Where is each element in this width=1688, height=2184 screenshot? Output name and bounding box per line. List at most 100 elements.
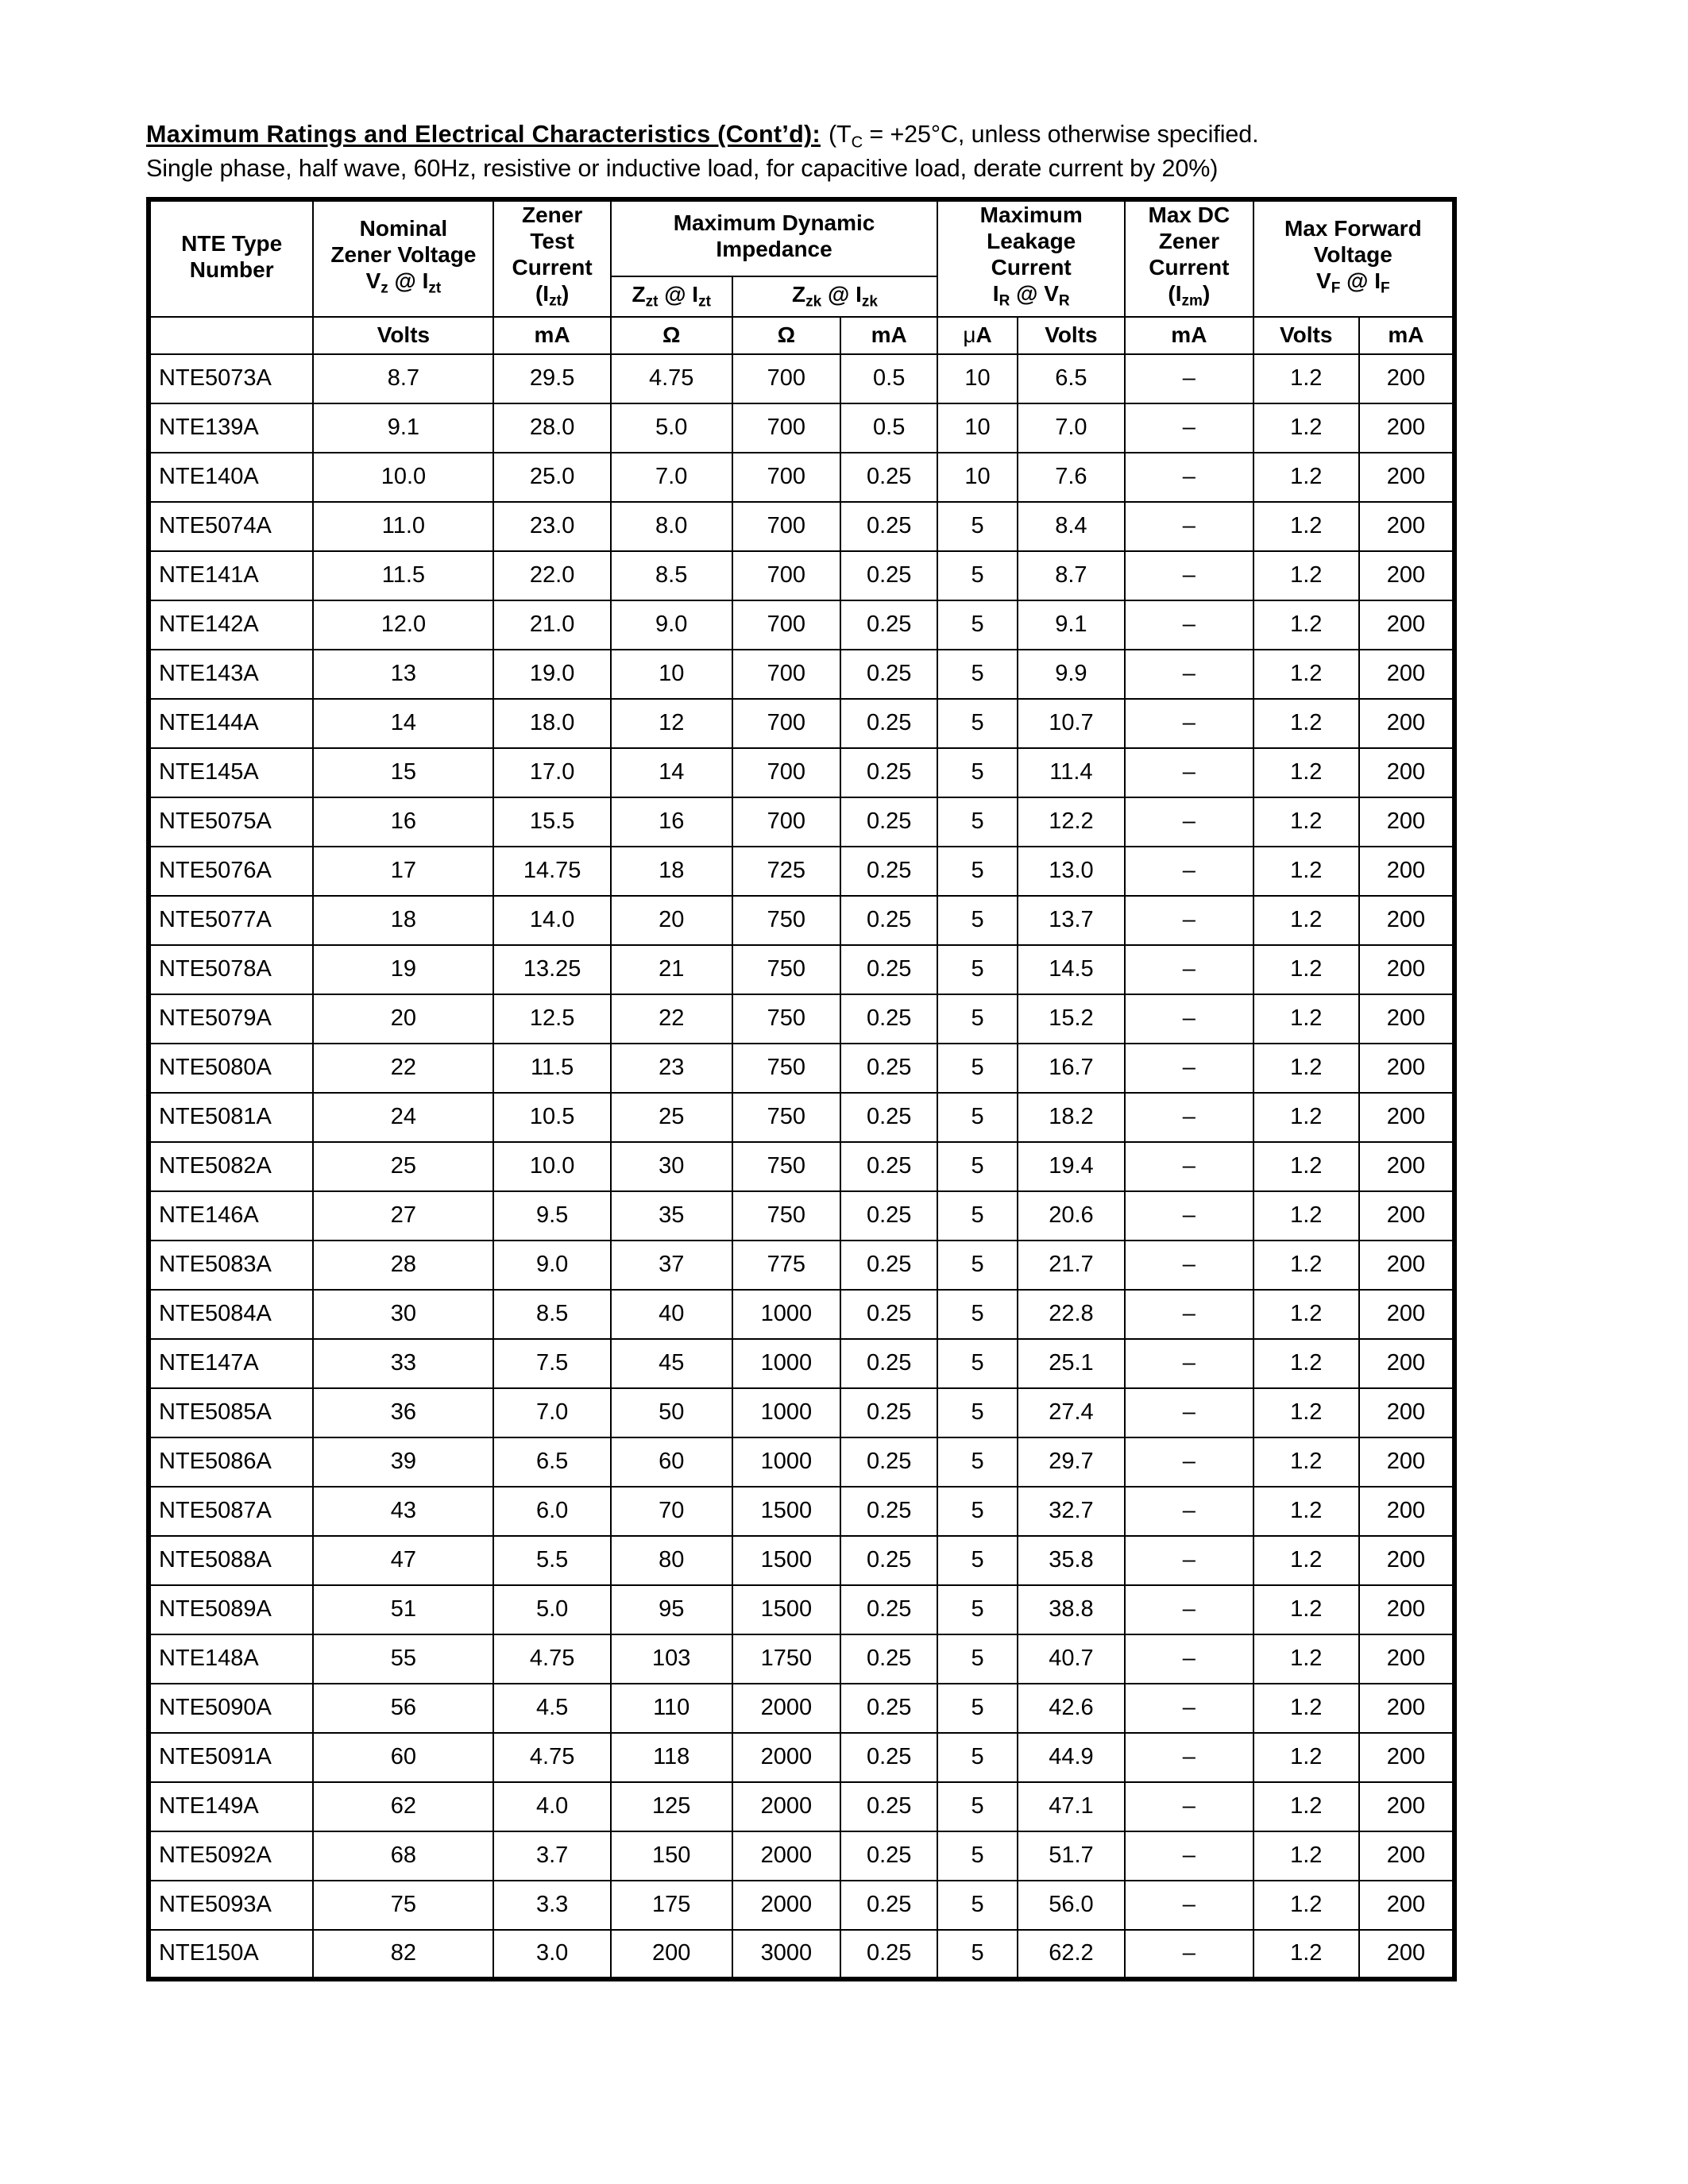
cell-leakage-current-ua: 5 [937, 796, 1018, 847]
cell-type-number: NTE5081A [147, 1091, 315, 1143]
cell-leakage-current-ua: 5 [937, 648, 1018, 700]
cell-max-dc-zener-current: – [1124, 943, 1254, 995]
cell-type-number: NTE144A [147, 697, 315, 749]
cell-leakage-current-ua: 10 [937, 353, 1018, 404]
cell-max-dc-zener-current: – [1124, 1633, 1254, 1684]
cell-zzk-ohms: 700 [731, 353, 842, 404]
cell-zzk-ohms: 775 [731, 1239, 842, 1291]
cell-zener-test-current: 10.0 [492, 1140, 612, 1192]
cell-max-dc-zener-current: – [1124, 402, 1254, 453]
cell-forward-current-ma: 200 [1358, 1485, 1456, 1537]
cell-izk-ma: 0.25 [840, 993, 939, 1044]
header-vz-izt-symbol: Vz @ Izt [365, 268, 442, 297]
cell-zzk-ohms: 750 [731, 993, 842, 1044]
cell-nominal-zener-voltage: 60 [312, 1731, 495, 1783]
cell-zzk-ohms: 750 [731, 1091, 842, 1143]
cell-leakage-current-ua: 5 [937, 1781, 1018, 1832]
cell-leakage-current-ua: 5 [937, 894, 1018, 946]
cell-type-number: NTE142A [147, 599, 315, 650]
cell-forward-voltage-volts: 1.2 [1252, 1633, 1360, 1684]
cell-izk-ma: 0.25 [840, 1731, 939, 1783]
cell-max-dc-zener-current: – [1124, 451, 1254, 503]
cell-leakage-current-ua: 5 [937, 1091, 1018, 1143]
cell-forward-current-ma: 200 [1358, 1288, 1456, 1340]
unit-leakage-current-ua: μA [937, 315, 1018, 355]
cell-zzk-ohms: 2000 [731, 1731, 842, 1783]
cell-type-number: NTE147A [147, 1337, 315, 1389]
cell-type-number: NTE5088A [147, 1534, 315, 1586]
cell-izk-ma: 0.25 [840, 1485, 939, 1537]
cell-izk-ma: 0.25 [840, 796, 939, 847]
header-max-dc-zener-current: Max DC Zener Current (Izm) [1124, 199, 1254, 318]
cell-izk-ma: 0.25 [840, 1239, 939, 1291]
cell-leakage-current-ua: 5 [937, 1879, 1018, 1931]
header-zener-test-current: Zener Test Current (Izt) [492, 199, 612, 318]
cell-leakage-voltage-volts: 42.6 [1016, 1682, 1126, 1734]
title-condition-prefix: (T [828, 121, 852, 148]
cell-zzk-ohms: 2000 [731, 1682, 842, 1734]
header-vf-if-symbol: VF @ IF [1316, 268, 1390, 297]
cell-max-dc-zener-current: – [1124, 993, 1254, 1044]
cell-nominal-zener-voltage: 24 [312, 1091, 495, 1143]
cell-zzt: 20 [609, 894, 733, 946]
cell-type-number: NTE140A [147, 451, 315, 503]
cell-leakage-current-ua: 5 [937, 550, 1018, 601]
cell-zener-test-current: 3.0 [492, 1928, 612, 1980]
cell-izk-ma: 0.5 [840, 353, 939, 404]
cell-forward-voltage-volts: 1.2 [1252, 1731, 1360, 1783]
cell-forward-current-ma: 200 [1358, 845, 1456, 897]
table-row: NTE5083A 28 9.0 37 775 0.25 5 21.7–1.2 200 [147, 1239, 1456, 1291]
cell-max-dc-zener-current: – [1124, 697, 1254, 749]
cell-leakage-current-ua: 5 [937, 1190, 1018, 1241]
cell-type-number: NTE146A [147, 1190, 315, 1241]
cell-leakage-current-ua: 5 [937, 993, 1018, 1044]
cell-izk-ma: 0.25 [840, 1337, 939, 1389]
cell-type-number: NTE5083A [147, 1239, 315, 1291]
header-zzk-izk: Zzk @ Izk [731, 275, 939, 318]
cell-forward-voltage-volts: 1.2 [1252, 894, 1360, 946]
cell-zener-test-current: 29.5 [492, 353, 612, 404]
cell-forward-current-ma: 200 [1358, 1781, 1456, 1832]
cell-max-dc-zener-current: – [1124, 353, 1254, 404]
table-row: NTE5078A 19 13.25 21 750 0.25 5 14.5–1.2 200 [147, 943, 1456, 995]
table-row: NTE5084A 30 8.5 40 1000 0.25 5 22.8–1.2 200 [147, 1288, 1456, 1340]
cell-forward-voltage-volts: 1.2 [1252, 353, 1360, 404]
cell-zener-test-current: 28.0 [492, 402, 612, 453]
cell-leakage-voltage-volts: 10.7 [1016, 697, 1126, 749]
cell-forward-current-ma: 200 [1358, 402, 1456, 453]
cell-max-dc-zener-current: – [1124, 1288, 1254, 1340]
cell-forward-current-ma: 200 [1358, 943, 1456, 995]
cell-izk-ma: 0.25 [840, 1830, 939, 1881]
cell-leakage-voltage-volts: 35.8 [1016, 1534, 1126, 1586]
cell-izk-ma: 0.25 [840, 1781, 939, 1832]
table-row: NTE5092A 68 3.7 150 2000 0.25 5 51.7–1.2 200 [147, 1830, 1456, 1881]
cell-nominal-zener-voltage: 33 [312, 1337, 495, 1389]
cell-leakage-voltage-volts: 11.4 [1016, 747, 1126, 798]
cell-zzk-ohms: 700 [731, 500, 842, 552]
unit-zzk-ohms: Ω [731, 315, 842, 355]
table-row: NTE5082A 25 10.0 30 750 0.25 5 19.4–1.2 200 [147, 1140, 1456, 1192]
cell-leakage-current-ua: 5 [937, 1534, 1018, 1586]
cell-zener-test-current: 23.0 [492, 500, 612, 552]
cell-type-number: NTE141A [147, 550, 315, 601]
unit-forward-current-ma: mA [1358, 315, 1456, 355]
cell-type-number: NTE5093A [147, 1879, 315, 1931]
cell-leakage-current-ua: 5 [937, 599, 1018, 650]
title-condition-rest: = +25°C, unless otherwise specified. [863, 121, 1259, 148]
cell-forward-current-ma: 200 [1358, 747, 1456, 798]
cell-forward-voltage-volts: 1.2 [1252, 1485, 1360, 1537]
cell-izk-ma: 0.25 [840, 451, 939, 503]
cell-type-number: NTE5086A [147, 1436, 315, 1488]
cell-max-dc-zener-current: – [1124, 599, 1254, 650]
electrical-characteristics-table: NTE Type Number Nominal Zener Voltage Vz… [146, 197, 1457, 1981]
unit-izk-ma: mA [840, 315, 939, 355]
table-row: NTE5073A 8.7 29.5 4.75 700 0.5 10 6.5–1.2 200 [147, 353, 1456, 404]
table-row: NTE144A 14 18.0 12 700 0.25 5 10.7–1.2 200 [147, 697, 1456, 749]
cell-leakage-current-ua: 5 [937, 1239, 1018, 1291]
cell-zener-test-current: 9.0 [492, 1239, 612, 1291]
cell-forward-current-ma: 200 [1358, 1190, 1456, 1241]
cell-izk-ma: 0.25 [840, 1091, 939, 1143]
cell-zzk-ohms: 700 [731, 697, 842, 749]
cell-type-number: NTE5082A [147, 1140, 315, 1192]
cell-forward-current-ma: 200 [1358, 500, 1456, 552]
